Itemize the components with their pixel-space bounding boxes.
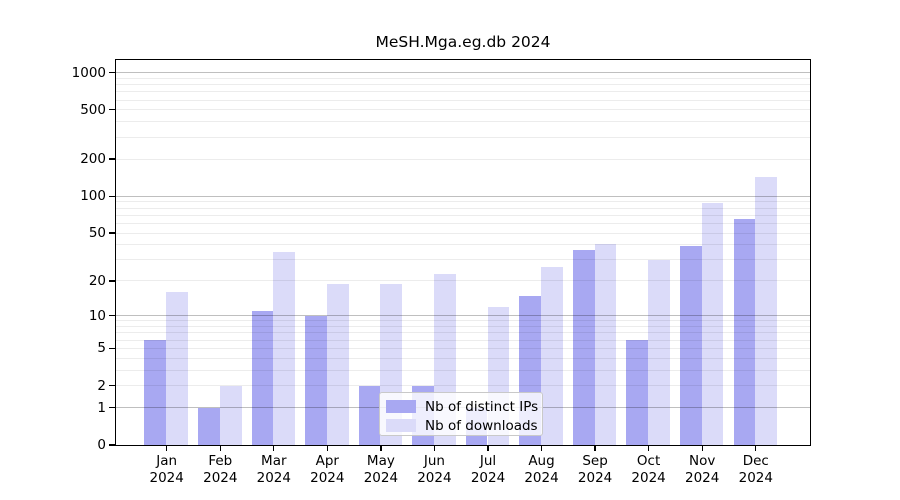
x-tick-label: Feb 2024 <box>203 453 238 486</box>
x-tick-label: Nov 2024 <box>685 453 720 486</box>
bar-downloads-feb <box>219 385 242 445</box>
y-tick <box>109 347 115 350</box>
y-tick <box>109 158 115 160</box>
x-tick <box>326 445 328 451</box>
legend-label-distinct-ips: Nb of distinct IPs <box>425 398 539 415</box>
legend-entry-downloads: Nb of downloads <box>386 417 542 434</box>
bar-downloads-oct <box>648 259 670 445</box>
bar-downloads-aug <box>541 267 563 445</box>
y-tick <box>109 406 115 409</box>
bar-distinct-ips-dec <box>733 219 756 445</box>
bar-downloads-jan <box>166 292 188 445</box>
bar-distinct-ips-apr <box>305 315 327 445</box>
legend-swatch-distinct-ips <box>386 400 416 413</box>
x-tick-label: May 2024 <box>363 453 399 486</box>
y-tick <box>109 385 115 387</box>
x-tick <box>433 445 436 451</box>
bar-distinct-ips-may <box>358 385 381 445</box>
bar-downloads-apr <box>326 283 349 445</box>
legend-label-downloads: Nb of downloads <box>425 417 538 434</box>
y-tick <box>109 280 115 282</box>
y-tick <box>109 195 115 197</box>
legend-entry-distinct-ips: Nb of distinct IPs <box>386 398 542 415</box>
bar-distinct-ips-jan <box>144 340 167 445</box>
y-tick-label: 100 <box>80 188 106 205</box>
y-tick-label: 1 <box>97 399 106 416</box>
y-tick-label: 500 <box>80 101 106 118</box>
bar-distinct-ips-mar <box>251 311 274 445</box>
bar-distinct-ips-sep <box>572 250 595 445</box>
x-tick-label: Dec 2024 <box>738 453 773 486</box>
bar-distinct-ips-nov <box>679 246 702 445</box>
y-tick-label: 10 <box>88 307 106 324</box>
x-tick-label: Aug 2024 <box>524 453 559 486</box>
chart-title: MeSH.Mga.eg.db 2024 <box>375 33 551 51</box>
x-tick <box>647 445 650 451</box>
x-tick-label: Jul 2024 <box>470 453 506 486</box>
bar-distinct-ips-feb <box>198 407 220 445</box>
x-tick-label: Mar 2024 <box>256 453 291 486</box>
x-tick <box>701 445 703 451</box>
y-tick-label: 1000 <box>71 64 106 81</box>
plot-area <box>115 59 811 446</box>
legend: Nb of distinct IPs Nb of downloads <box>379 392 543 436</box>
x-tick-label: Sep 2024 <box>577 453 613 486</box>
bar-downloads-mar <box>273 251 296 445</box>
bars-layer <box>116 60 810 445</box>
y-tick <box>109 444 115 446</box>
x-tick <box>166 445 168 451</box>
y-tick-label: 0 <box>97 437 106 453</box>
y-tick <box>109 232 115 234</box>
y-tick <box>109 315 115 317</box>
x-tick-label: Oct 2024 <box>631 453 666 486</box>
bar-downloads-nov <box>701 203 724 445</box>
x-tick <box>487 445 489 451</box>
x-tick-label: Apr 2024 <box>310 453 345 486</box>
legend-swatch-downloads <box>386 419 416 432</box>
bar-downloads-sep <box>594 243 617 445</box>
y-tick-label: 2 <box>97 377 106 394</box>
y-tick <box>109 109 115 111</box>
x-tick <box>755 445 757 451</box>
bar-downloads-dec <box>755 177 778 445</box>
y-tick-label: 200 <box>80 151 106 168</box>
x-tick <box>594 445 596 451</box>
bar-distinct-ips-oct <box>626 340 649 445</box>
x-tick-label: Jan 2024 <box>149 453 184 486</box>
x-tick-label: Jun 2024 <box>417 453 452 486</box>
x-tick <box>219 445 221 451</box>
y-tick-label: 20 <box>88 272 106 289</box>
x-tick <box>380 445 382 451</box>
y-tick-label: 5 <box>97 340 106 357</box>
x-tick <box>540 445 543 451</box>
y-tick <box>109 71 115 74</box>
y-tick-label: 50 <box>88 225 106 241</box>
x-tick <box>273 445 275 451</box>
